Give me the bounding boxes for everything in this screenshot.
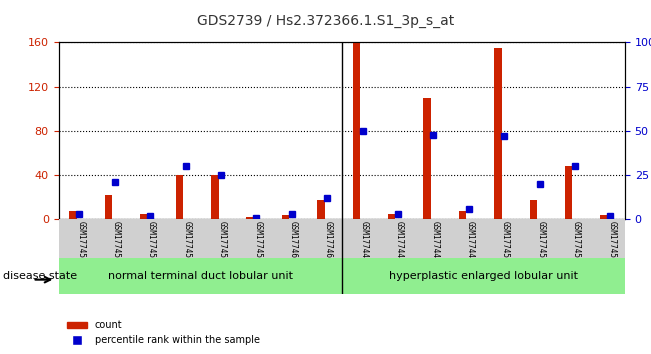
Text: GSM177456: GSM177456	[147, 222, 156, 263]
Bar	[459, 211, 466, 219]
Bar	[211, 175, 219, 219]
Text: GSM177450: GSM177450	[501, 222, 510, 263]
Text: GSM177448: GSM177448	[430, 222, 439, 263]
Text: disease state: disease state	[3, 271, 77, 281]
Text: GSM177451: GSM177451	[536, 222, 546, 263]
Text: GSM177457: GSM177457	[182, 222, 191, 263]
Text: GSM177458: GSM177458	[218, 222, 227, 263]
Text: GSM177452: GSM177452	[572, 222, 581, 263]
Text: GSM177454: GSM177454	[76, 222, 85, 263]
Bar	[530, 200, 537, 219]
Text: GSM177446: GSM177446	[359, 222, 368, 263]
Bar	[282, 215, 289, 219]
Bar	[317, 200, 325, 219]
Bar	[388, 214, 396, 219]
Bar	[70, 211, 77, 219]
Text: normal terminal duct lobular unit: normal terminal duct lobular unit	[107, 271, 293, 281]
Bar	[600, 215, 608, 219]
Text: GSM177459: GSM177459	[253, 222, 262, 263]
Legend: count, percentile rank within the sample: count, percentile rank within the sample	[63, 316, 264, 349]
Bar	[353, 42, 360, 219]
Bar	[140, 214, 148, 219]
Text: GSM177453: GSM177453	[607, 222, 616, 263]
Text: GSM177447: GSM177447	[395, 222, 404, 263]
Text: GSM177449: GSM177449	[465, 222, 475, 263]
Bar	[494, 48, 502, 219]
Text: GSM177460: GSM177460	[288, 222, 298, 263]
Bar	[105, 195, 113, 219]
Bar	[176, 175, 183, 219]
Text: GDS2739 / Hs2.372366.1.S1_3p_s_at: GDS2739 / Hs2.372366.1.S1_3p_s_at	[197, 14, 454, 28]
Bar	[423, 98, 431, 219]
Text: GSM177455: GSM177455	[112, 222, 120, 263]
Bar	[247, 217, 254, 219]
Bar	[565, 166, 572, 219]
Text: GSM177461: GSM177461	[324, 222, 333, 263]
Text: hyperplastic enlarged lobular unit: hyperplastic enlarged lobular unit	[389, 271, 578, 281]
